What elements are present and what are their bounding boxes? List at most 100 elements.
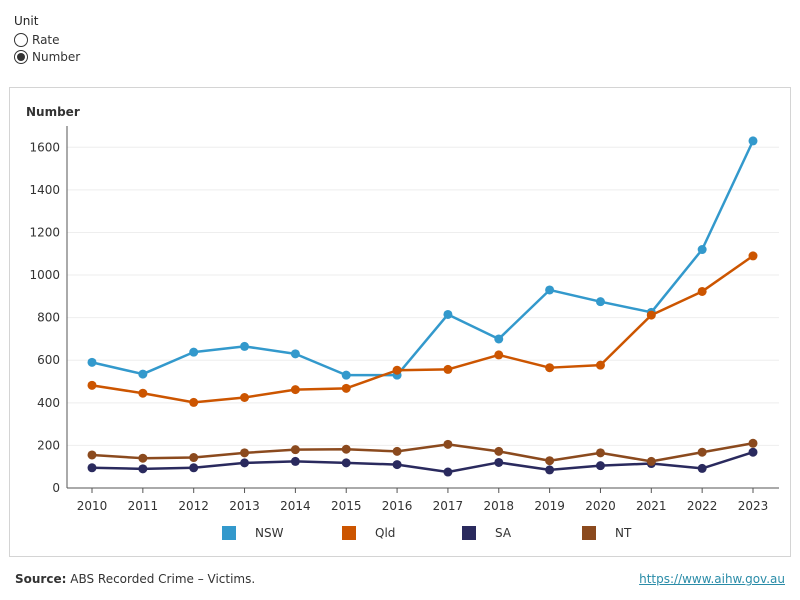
y-tick-label: 800 (37, 311, 60, 325)
data-point-sa (290, 456, 300, 466)
data-point-nsw (595, 297, 605, 307)
data-point-nt (341, 444, 351, 454)
data-point-qld (290, 385, 300, 395)
source-text: ABS Recorded Crime – Victims. (70, 572, 256, 586)
footer: Source: ABS Recorded Crime – Victims. ht… (15, 572, 785, 586)
y-tick-label: 1600 (29, 140, 60, 154)
legend-swatch-nt (582, 526, 596, 540)
data-point-nsw (138, 369, 148, 379)
legend-label-nt: NT (615, 526, 632, 540)
data-point-nt (87, 450, 97, 460)
data-point-nsw (545, 285, 555, 295)
data-point-nsw (189, 347, 199, 357)
data-point-sa (341, 458, 351, 468)
series-line-nsw (90, 139, 755, 377)
x-tick-label: 2018 (483, 499, 514, 513)
x-tick-label: 2014 (280, 499, 311, 513)
y-axis-label: Number (26, 105, 80, 119)
legend-label-qld: Qld (375, 526, 395, 540)
x-tick-label: 2020 (585, 499, 616, 513)
data-point-qld (138, 388, 148, 398)
data-point-sa (748, 447, 758, 457)
data-point-sa (392, 460, 402, 470)
legend-label-sa: SA (495, 526, 512, 540)
data-point-nt (240, 448, 250, 458)
unit-title: Unit (14, 14, 39, 28)
data-point-sa (494, 457, 504, 467)
radio-option-number[interactable]: Number (14, 48, 80, 65)
data-point-nt (646, 456, 656, 466)
source-note: Source: ABS Recorded Crime – Victims. (15, 572, 255, 586)
radio-label-number: Number (32, 49, 81, 64)
data-point-qld (697, 286, 707, 296)
y-tick-label: 400 (37, 396, 60, 410)
data-point-qld (240, 393, 250, 402)
y-tick-label: 0 (52, 481, 60, 495)
axes: 0 200 400 600 800 1000 1200 1400 1600 2010 2011 201… (29, 126, 779, 513)
data-point-sa (697, 463, 707, 473)
x-tick-label: 2010 (77, 499, 108, 513)
data-point-nsw (697, 245, 707, 255)
y-tick-label: 1400 (29, 183, 60, 197)
x-tick-label: 2022 (687, 499, 718, 513)
chart-container: Number 0 200 400 600 800 1000 1200 1400 1600 2010… (9, 87, 791, 557)
data-point-nt (494, 446, 504, 456)
radio-button-rate[interactable] (14, 32, 28, 47)
y-tick-label: 200 (37, 438, 60, 452)
data-point-qld (646, 310, 656, 320)
y-tick-label: 1000 (29, 268, 60, 282)
x-tick-label: 2023 (738, 499, 769, 513)
data-point-nsw (494, 334, 504, 344)
data-point-nt (290, 445, 300, 455)
x-tick-label: 2012 (178, 499, 209, 513)
aihw-link[interactable]: https://www.aihw.gov.au (639, 572, 785, 586)
legend-swatch-qld (342, 526, 356, 540)
data-point-nsw (87, 357, 97, 367)
x-tick-label: 2021 (636, 499, 667, 513)
unit-selector: Unit Rate Number (14, 14, 80, 65)
data-point-nsw (443, 309, 453, 319)
data-point-nsw (748, 136, 758, 146)
data-point-qld (494, 350, 504, 360)
grid-lines (67, 146, 779, 446)
radio-selected-dot (17, 52, 25, 61)
data-point-nt (595, 448, 605, 458)
data-point-nt (138, 453, 148, 463)
series-lines (87, 136, 758, 477)
legend: NSW Qld SA NT (222, 526, 632, 540)
data-point-nt (392, 446, 402, 456)
data-point-nt (189, 453, 199, 463)
x-tick-label: 2011 (128, 499, 159, 513)
data-point-nt (697, 447, 707, 457)
data-point-qld (87, 380, 97, 390)
x-tick-label: 2015 (331, 499, 362, 513)
data-point-nsw (240, 341, 250, 351)
data-point-qld (595, 360, 605, 370)
series-line-sa (90, 450, 755, 474)
legend-swatch-nsw (222, 526, 236, 540)
data-point-sa (138, 464, 148, 474)
y-tick-label: 600 (37, 353, 60, 367)
data-point-sa (240, 458, 250, 468)
data-point-sa (545, 465, 555, 475)
x-tick-label: 2013 (229, 499, 260, 513)
data-point-qld (341, 383, 351, 393)
data-point-sa (189, 463, 199, 473)
legend-swatch-sa (462, 526, 476, 540)
data-point-nsw (290, 349, 300, 359)
radio-label-rate: Rate (32, 32, 60, 47)
radio-button-number[interactable] (14, 49, 28, 64)
legend-label-nsw: NSW (255, 526, 284, 540)
data-point-qld (443, 364, 453, 374)
source-label: Source: (15, 572, 67, 586)
data-point-nt (545, 456, 555, 466)
data-point-sa (87, 463, 97, 473)
data-point-qld (748, 251, 758, 261)
data-point-sa (443, 467, 453, 477)
x-tick-label: 2019 (534, 499, 565, 513)
radio-option-rate[interactable]: Rate (14, 31, 80, 48)
data-point-qld (545, 363, 555, 373)
series-line-qld (90, 254, 755, 404)
series-line-nt (90, 442, 755, 463)
x-tick-label: 2016 (382, 499, 413, 513)
